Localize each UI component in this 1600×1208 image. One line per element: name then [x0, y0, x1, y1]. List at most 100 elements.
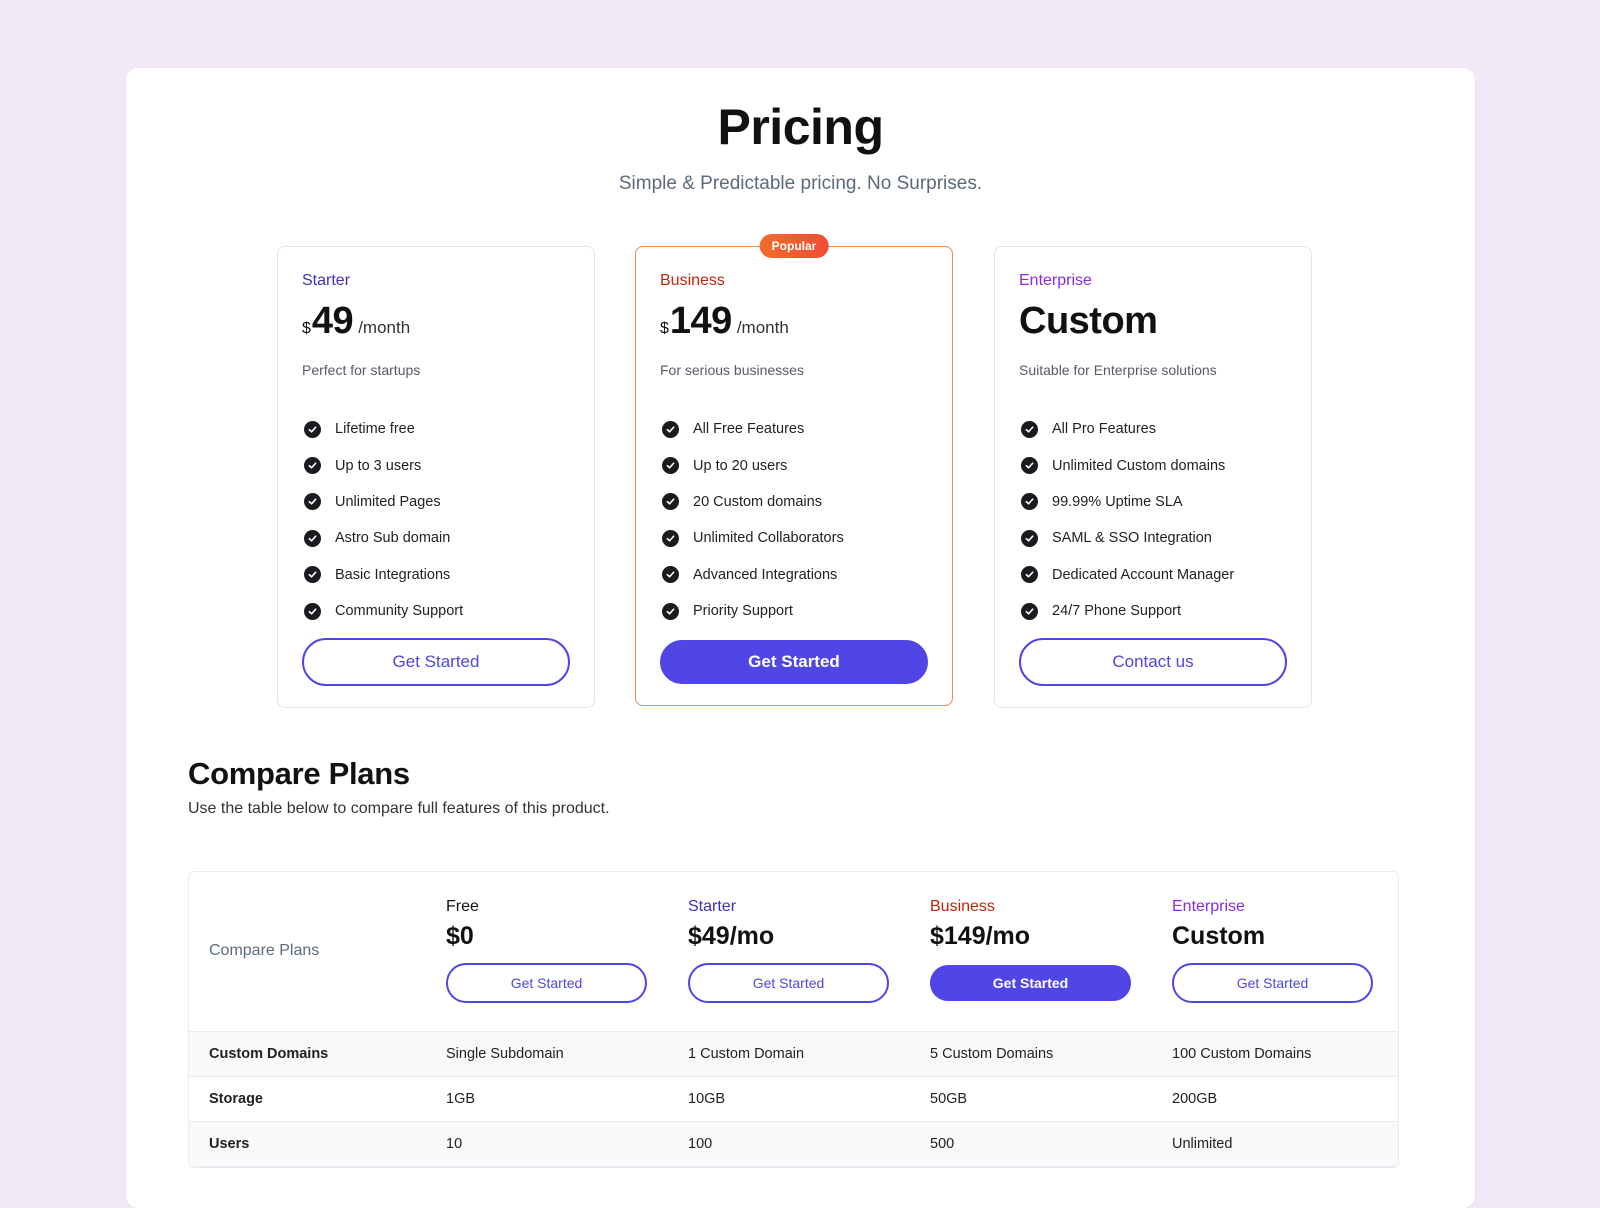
feature-item: Priority Support	[660, 593, 928, 629]
column-plan-name: Enterprise	[1172, 898, 1245, 915]
check-circle-icon	[662, 420, 679, 438]
get-started-button-enterprise-compare[interactable]: Get Started	[1172, 963, 1373, 1003]
get-started-button-business-compare[interactable]: Get Started	[930, 965, 1131, 1001]
compare-column-free: Free $0 Get Started	[446, 898, 647, 1003]
contact-us-button[interactable]: Contact us	[1019, 638, 1287, 686]
row-feature-label: Storage	[209, 1091, 263, 1107]
get-started-button-starter[interactable]: Get Started	[302, 638, 570, 686]
plan-card-business: Popular Business $ 149 /month For seriou…	[635, 234, 953, 706]
feature-label: All Free Features	[693, 421, 805, 438]
feature-label: Unlimited Custom domains	[1052, 457, 1226, 474]
price-period: /month	[358, 318, 411, 337]
feature-item: SAML & SSO Integration	[1019, 520, 1287, 556]
compare-header-row: Compare Plans Free $0 Get Started Starte…	[189, 872, 1398, 1032]
feature-label: Priority Support	[693, 603, 793, 620]
pricing-panel: Pricing Simple & Predictable pricing. No…	[126, 68, 1475, 1208]
feature-item: 24/7 Phone Support	[1019, 593, 1287, 629]
check-circle-icon	[304, 566, 321, 584]
table-row: Storage 1GB 10GB 50GB 200GB	[189, 1077, 1398, 1122]
feature-item: Community Support	[302, 593, 570, 629]
price: Custom	[1019, 300, 1287, 344]
get-started-button-free[interactable]: Get Started	[446, 963, 647, 1003]
feature-list: All Pro Features Unlimited Custom domain…	[1019, 411, 1287, 629]
currency-symbol: $	[302, 320, 311, 337]
row-feature-label: Custom Domains	[209, 1046, 329, 1062]
feature-item: Dedicated Account Manager	[1019, 557, 1287, 593]
plan-name: Enterprise	[1019, 272, 1092, 289]
table-cell: Single Subdomain	[446, 1046, 564, 1062]
page-subtitle: Simple & Predictable pricing. No Surpris…	[618, 173, 983, 194]
column-plan-name: Free	[446, 898, 479, 915]
column-plan-name: Starter	[688, 898, 737, 915]
get-started-button-starter-compare[interactable]: Get Started	[688, 963, 889, 1003]
plan-name: Starter	[302, 272, 351, 289]
feature-label: Community Support	[335, 603, 464, 620]
table-cell: 5 Custom Domains	[930, 1046, 1054, 1062]
price: $ 149 /month	[660, 300, 928, 344]
feature-item: Lifetime free	[302, 411, 570, 447]
compare-title: Compare Plans	[188, 756, 410, 791]
column-plan-price: $0	[446, 922, 474, 950]
column-plan-price: $149/mo	[930, 922, 1031, 950]
feature-item: Advanced Integrations	[660, 557, 928, 593]
table-cell: 10	[446, 1136, 463, 1152]
plan-tagline: For serious businesses	[660, 362, 804, 378]
column-plan-price: $49/mo	[688, 922, 775, 950]
page-title: Pricing	[717, 99, 884, 155]
check-circle-icon	[662, 566, 679, 584]
feature-item: Up to 3 users	[302, 447, 570, 483]
plan-card-starter: Starter $ 49 /month Perfect for startups…	[277, 246, 595, 708]
compare-column-enterprise: Enterprise Custom Get Started	[1172, 898, 1373, 1003]
feature-label: 20 Custom domains	[693, 493, 822, 510]
popular-badge: Popular	[759, 234, 829, 258]
feature-item: All Pro Features	[1019, 411, 1287, 447]
price-period: /month	[736, 318, 789, 337]
table-cell: 50GB	[930, 1091, 968, 1107]
feature-label: Up to 3 users	[335, 457, 422, 474]
table-cell: 1 Custom Domain	[688, 1046, 805, 1062]
check-circle-icon	[1021, 457, 1038, 475]
feature-item: 99.99% Uptime SLA	[1019, 484, 1287, 520]
feature-list: All Free Features Up to 20 users 20 Cust…	[660, 411, 928, 629]
table-cell: Unlimited	[1172, 1136, 1233, 1152]
check-circle-icon	[662, 493, 679, 511]
feature-label: Astro Sub domain	[335, 530, 451, 547]
check-circle-icon	[1021, 493, 1038, 511]
table-row: Custom Domains Single Subdomain 1 Custom…	[189, 1032, 1398, 1077]
price-amount: Custom	[1019, 300, 1158, 342]
check-circle-icon	[662, 529, 679, 547]
table-cell: 500	[930, 1136, 955, 1152]
price: $ 49 /month	[302, 300, 570, 344]
feature-label: 24/7 Phone Support	[1052, 603, 1181, 620]
table-cell: 200GB	[1172, 1091, 1218, 1107]
feature-label: Lifetime free	[335, 421, 415, 438]
check-circle-icon	[304, 529, 321, 547]
compare-table: Compare Plans Free $0 Get Started Starte…	[188, 871, 1399, 1168]
check-circle-icon	[304, 493, 321, 511]
compare-column-starter: Starter $49/mo Get Started	[688, 898, 889, 1003]
plan-tagline: Suitable for Enterprise solutions	[1019, 362, 1217, 378]
table-cell: 100	[688, 1136, 713, 1152]
get-started-button-business[interactable]: Get Started	[660, 640, 928, 684]
feature-item: Unlimited Custom domains	[1019, 447, 1287, 483]
feature-label: Dedicated Account Manager	[1052, 566, 1235, 583]
row-feature-label: Users	[209, 1136, 250, 1152]
plan-name: Business	[660, 272, 725, 289]
feature-label: 99.99% Uptime SLA	[1052, 493, 1183, 510]
table-cell: 100 Custom Domains	[1172, 1046, 1312, 1062]
column-plan-name: Business	[930, 898, 995, 915]
compare-header-label: Compare Plans	[209, 942, 320, 959]
feature-item: Up to 20 users	[660, 447, 928, 483]
table-row: Users 10 100 500 Unlimited	[189, 1122, 1398, 1167]
feature-label: All Pro Features	[1052, 421, 1156, 438]
check-circle-icon	[662, 602, 679, 620]
feature-label: Basic Integrations	[335, 566, 451, 583]
feature-label: Up to 20 users	[693, 457, 788, 474]
check-circle-icon	[1021, 420, 1038, 438]
table-cell: 1GB	[446, 1091, 476, 1107]
check-circle-icon	[304, 602, 321, 620]
price-amount: 49	[311, 300, 354, 342]
check-circle-icon	[1021, 566, 1038, 584]
feature-item: All Free Features	[660, 411, 928, 447]
plan-tagline: Perfect for startups	[302, 362, 421, 378]
